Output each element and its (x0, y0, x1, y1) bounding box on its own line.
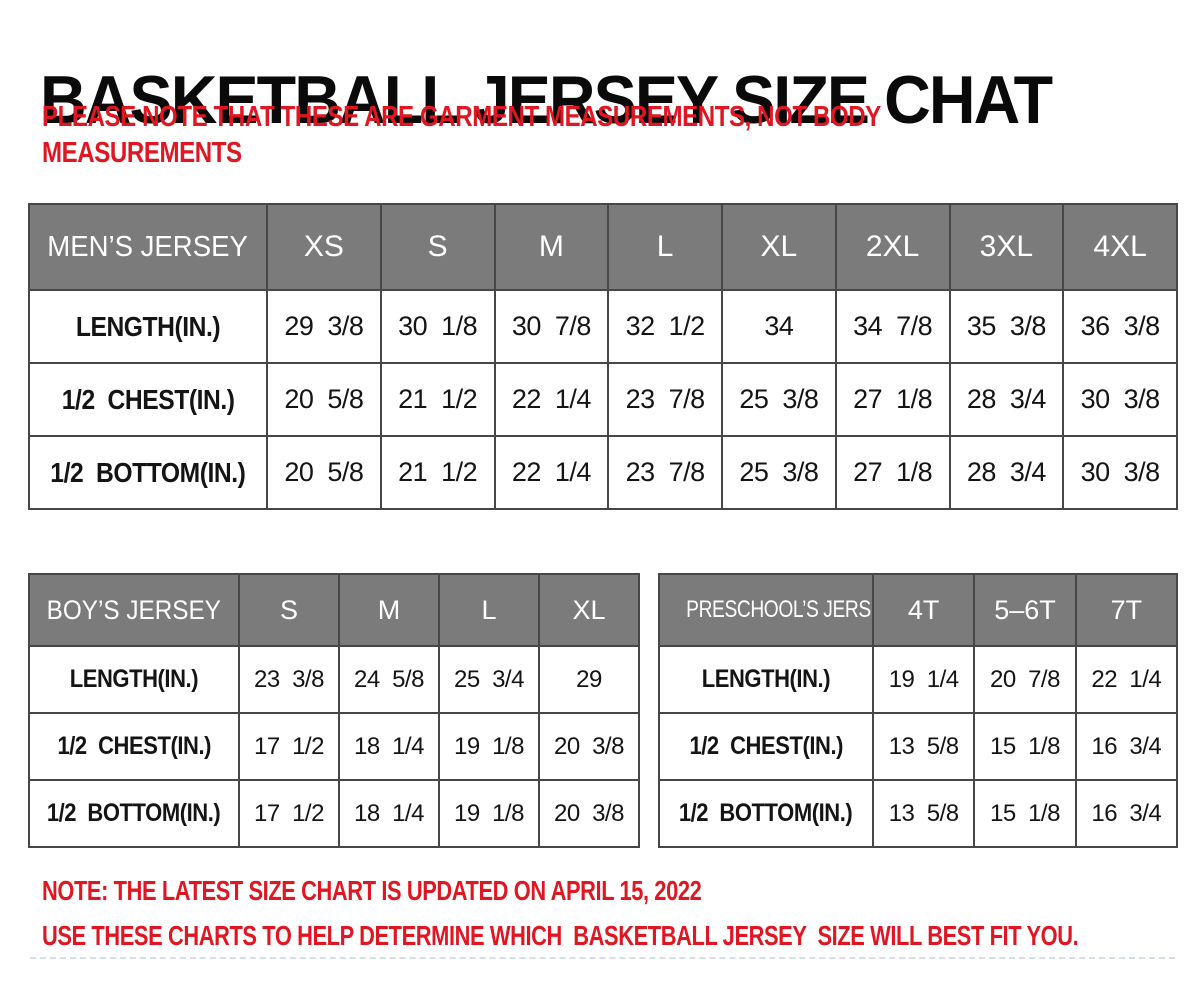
value-cell: 29 3/8 (266, 289, 382, 364)
table-header-row: MEN’S JERSEY XS S M L XL 2XL 3XL 4XL (28, 203, 1178, 291)
value-cell: 18 1/4 (338, 779, 440, 848)
value-cell: 13 5/8 (871, 712, 976, 781)
table-row: LENGTH(IN.) 23 3/8 24 5/8 25 3/4 29 (28, 645, 640, 714)
value-cell: 30 3/8 (1062, 362, 1178, 437)
value-cell: 13 5/8 (871, 779, 976, 848)
table-header-row: BOY’S JERSEY S M L XL (28, 573, 640, 647)
size-header-cell: S (379, 203, 496, 291)
value-cell: 15 1/8 (973, 779, 1077, 848)
note-line-2: USE THESE CHARTS TO HELP DETERMINE WHICH… (42, 920, 1079, 951)
value-cell: 25 3/4 (438, 645, 540, 714)
note-line-1: NOTE: THE LATEST SIZE CHART IS UPDATED O… (42, 875, 702, 906)
table-title-cell: MEN’S JERSEY (28, 203, 268, 291)
value-cell: 30 3/8 (1062, 435, 1178, 510)
value-cell: 19 1/8 (438, 779, 540, 848)
row-label-cell: LENGTH(IN.) (28, 289, 268, 364)
value-cell: 16 3/4 (1074, 779, 1179, 848)
size-header-cell: L (607, 203, 723, 291)
boys-size-table: BOY’S JERSEY S M L XL LENGTH(IN.) 23 3/8 24 5/8… (28, 573, 640, 848)
value-cell: 29 (538, 645, 640, 714)
row-label-cell: 1/2 CHEST(IN.) (28, 362, 268, 437)
value-cell: 17 1/2 (238, 712, 340, 781)
size-table: MEN’S JERSEY XS S M L XL 2XL 3XL 4XL LENGTH(IN.) 2… (28, 203, 1178, 510)
bottom-dashed-divider (30, 957, 1175, 959)
row-label-cell: LENGTH(IN.) (658, 645, 874, 714)
size-header-cell: 4T (871, 573, 976, 647)
subtitle-line-1: PLEASE NOTE THAT THESE ARE GARMENT MEASU… (42, 101, 881, 133)
value-cell: 34 (721, 289, 837, 364)
value-cell: 30 1/8 (379, 289, 496, 364)
value-cell: 15 1/8 (973, 712, 1077, 781)
mens-size-table: MEN’S JERSEY XS S M L XL 2XL 3XL 4XL LENGTH(IN.) 2… (28, 203, 1178, 510)
value-cell: 25 3/8 (721, 435, 837, 510)
value-cell: 28 3/4 (948, 362, 1065, 437)
value-cell: 18 1/4 (338, 712, 440, 781)
value-cell: 19 1/4 (871, 645, 976, 714)
garment-measurement-note: PLEASE NOTE THAT THESE ARE GARMENT MEASU… (42, 99, 1053, 171)
size-header-cell: S (238, 573, 340, 647)
row-label-cell: 1/2 BOTTOM(IN.) (28, 779, 240, 848)
size-header-cell: M (338, 573, 440, 647)
table-row: 1/2 BOTTOM(IN.) 17 1/2 18 1/4 19 1/8 20 3/8 (28, 779, 640, 848)
row-label-cell: 1/2 CHEST(IN.) (658, 712, 874, 781)
value-cell: 24 5/8 (338, 645, 440, 714)
value-cell: 23 7/8 (607, 435, 723, 510)
preschool-size-table: PRESCHOOL’S JERSEY4T5–6T7TLENGTH(IN.)19 … (658, 573, 1179, 848)
value-cell: 25 3/8 (721, 362, 837, 437)
value-cell: 22 1/4 (493, 362, 610, 437)
value-cell: 16 3/4 (1074, 712, 1179, 781)
page-title: BASKETBALL JERSEY SIZE CHAT (40, 61, 1053, 138)
value-cell: 27 1/8 (834, 435, 951, 510)
value-cell: 20 5/8 (266, 362, 382, 437)
size-header-cell: XL (538, 573, 640, 647)
table-row: 1/2 CHEST(IN.) 20 5/8 21 1/2 22 1/4 23 7/8 25… (28, 362, 1178, 437)
table-row: LENGTH(IN.) 19 1/4 20 7/8 22 1/4 (658, 645, 1179, 714)
value-cell: 20 3/8 (538, 712, 640, 781)
value-cell: 27 1/8 (834, 362, 951, 437)
size-header-cell: 3XL (948, 203, 1065, 291)
value-cell: 21 1/2 (379, 435, 496, 510)
row-label-cell: 1/2 BOTTOM(IN.) (658, 779, 874, 848)
size-header-cell: M (493, 203, 610, 291)
row-label-cell: LENGTH(IN.) (28, 645, 240, 714)
size-header-cell: 7T (1074, 573, 1179, 647)
table-row: 1/2 CHEST(IN.) 13 5/8 15 1/8 16 3/4 (658, 712, 1179, 781)
value-cell: 21 1/2 (379, 362, 496, 437)
table-row: 1/2 CHEST(IN.) 17 1/2 18 1/4 19 1/8 20 3/8 (28, 712, 640, 781)
value-cell: 20 5/8 (266, 435, 382, 510)
size-header-cell: 4XL (1062, 203, 1178, 291)
size-header-cell: XL (721, 203, 837, 291)
table-row: 1/2 BOTTOM(IN.) 13 5/8 15 1/8 16 3/4 (658, 779, 1179, 848)
row-label-cell: 1/2 CHEST(IN.) (28, 712, 240, 781)
value-cell: 20 3/8 (538, 779, 640, 848)
size-table: BOY’S JERSEY S M L XL LENGTH(IN.) 23 3/8 24 5/8… (28, 573, 640, 848)
value-cell: 23 3/8 (238, 645, 340, 714)
value-cell: 17 1/2 (238, 779, 340, 848)
value-cell: 22 1/4 (1074, 645, 1179, 714)
value-cell: 22 1/4 (493, 435, 610, 510)
size-header-cell: XS (266, 203, 382, 291)
value-cell: 28 3/4 (948, 435, 1065, 510)
table-row: LENGTH(IN.) 29 3/8 30 1/8 30 7/8 32 1/2 34 34 … (28, 289, 1178, 364)
value-cell: 35 3/8 (948, 289, 1065, 364)
value-cell: 20 7/8 (973, 645, 1077, 714)
value-cell: 23 7/8 (607, 362, 723, 437)
value-cell: 36 3/8 (1062, 289, 1178, 364)
size-header-cell: L (438, 573, 540, 647)
table-title-cell: BOY’S JERSEY (28, 573, 240, 647)
table-title-cell: PRESCHOOL’S JERSEY (658, 573, 874, 647)
value-cell: 32 1/2 (607, 289, 723, 364)
value-cell: 34 7/8 (834, 289, 951, 364)
value-cell: 30 7/8 (493, 289, 610, 364)
value-cell: 19 1/8 (438, 712, 540, 781)
table-row: 1/2 BOTTOM(IN.) 20 5/8 21 1/2 22 1/4 23 7/8 2… (28, 435, 1178, 510)
subtitle-line-2: MEASUREMENTS (42, 137, 242, 169)
row-label-cell: 1/2 BOTTOM(IN.) (28, 435, 268, 510)
size-header-cell: 5–6T (973, 573, 1077, 647)
size-table: PRESCHOOL’S JERSEY4T5–6T7TLENGTH(IN.)19 … (658, 573, 1179, 848)
size-header-cell: 2XL (834, 203, 951, 291)
